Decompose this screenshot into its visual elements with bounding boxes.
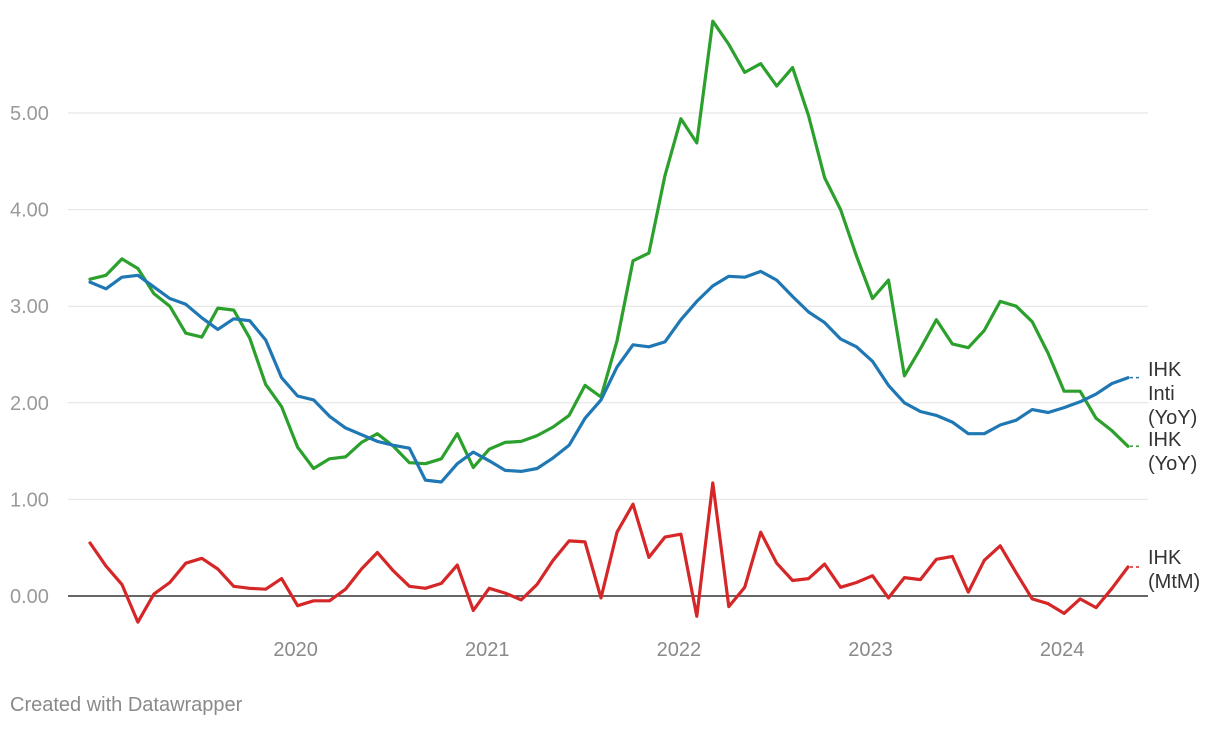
x-tick-label: 2023 — [848, 639, 893, 661]
series-label: IHK (MtM) — [1148, 547, 1200, 593]
series-line-1 — [88, 269, 1130, 484]
y-axis-tick-labels: 0.00 1.00 2.00 3.00 4.00 5.00 — [10, 103, 49, 608]
y-tick-label: 4.00 — [10, 200, 49, 222]
x-tick-label: 2024 — [1040, 639, 1085, 661]
series-label: IHK Inti (YoY) — [1148, 359, 1197, 429]
y-tick-label: 1.00 — [10, 489, 49, 511]
y-tick-label: 5.00 — [10, 103, 49, 125]
series-label: IHK (YoY) — [1148, 429, 1197, 475]
series-label-line: IHK — [1148, 429, 1182, 451]
y-tick-label: 3.00 — [10, 296, 49, 318]
y-tick-label: 0.00 — [10, 586, 49, 608]
x-tick-label: 2020 — [273, 639, 318, 661]
series-label-line: (MtM) — [1148, 571, 1200, 593]
series-line-2 — [88, 481, 1130, 624]
series-lines — [88, 19, 1130, 624]
gridlines — [68, 112, 1148, 597]
series-line-0 — [88, 19, 1130, 471]
series-label-line: (YoY) — [1148, 453, 1197, 475]
series-label-line: (YoY) — [1148, 407, 1197, 429]
x-axis-tick-labels: 2020 2021 2022 2023 2024 — [273, 639, 1084, 661]
footer-credit: Created with Datawrapper — [10, 694, 243, 716]
series-label-line: Inti — [1148, 383, 1175, 405]
x-tick-label: 2022 — [657, 639, 702, 661]
y-tick-label: 2.00 — [10, 393, 49, 415]
x-tick-label: 2021 — [465, 639, 510, 661]
series-label-line: IHK — [1148, 359, 1182, 381]
series-label-line: IHK — [1148, 547, 1182, 569]
series-labels: IHK (YoY)IHK Inti (YoY)IHK (MtM) — [1130, 359, 1200, 593]
